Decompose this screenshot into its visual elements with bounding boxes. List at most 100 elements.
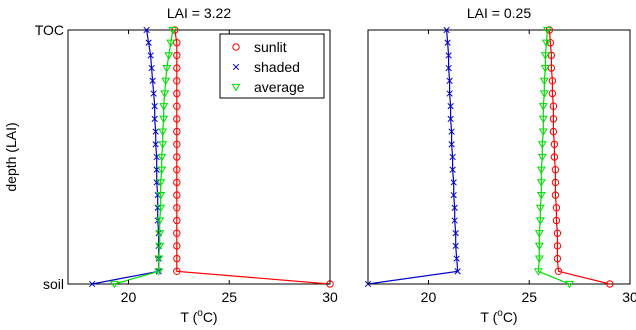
data-point-shaded	[454, 268, 461, 275]
x-tick-label: 20	[121, 289, 137, 305]
data-point-average	[538, 115, 548, 124]
data-point-average	[162, 65, 172, 73]
data-point-average	[156, 192, 166, 200]
data-point-shaded	[148, 64, 155, 72]
data-point-sunlit	[173, 242, 181, 250]
series-average	[533, 26, 575, 289]
data-point-shaded	[451, 204, 458, 211]
data-point-sunlit	[553, 242, 562, 250]
data-point-average	[538, 103, 548, 111]
data-point-shaded	[447, 103, 454, 110]
x-tick-label: 20	[421, 289, 437, 305]
data-point-sunlit	[173, 204, 181, 212]
data-point-sunlit	[173, 102, 181, 110]
series-line-sunlit	[174, 29, 331, 285]
data-point-sunlit	[173, 77, 181, 85]
legend-marker-shaded	[232, 63, 240, 71]
data-point-average	[155, 230, 165, 238]
data-point-average	[168, 26, 178, 35]
data-point-sunlit	[546, 39, 555, 47]
data-point-sunlit	[551, 191, 560, 199]
series-sunlit	[545, 26, 614, 288]
data-point-sunlit	[173, 153, 181, 161]
data-point-sunlit	[551, 166, 560, 174]
data-point-average	[535, 204, 545, 213]
data-point-average	[157, 153, 167, 162]
data-point-shaded	[145, 39, 152, 46]
data-point-shaded	[448, 141, 455, 148]
data-point-sunlit	[550, 140, 559, 149]
data-point-average	[536, 192, 546, 200]
data-point-average	[534, 230, 544, 238]
data-point-sunlit	[173, 229, 181, 237]
chart-title: LAI = 0.25	[467, 5, 531, 21]
x-axis-label: T (oC)	[480, 308, 517, 325]
data-point-shaded	[147, 52, 154, 59]
data-point-sunlit	[553, 254, 562, 263]
data-point-average	[533, 268, 543, 276]
data-point-average	[539, 77, 549, 86]
series-layer	[89, 26, 334, 289]
data-point-average	[161, 77, 171, 86]
data-point-shaded	[152, 128, 159, 135]
series-line-average	[537, 29, 570, 285]
data-point-sunlit	[173, 166, 181, 174]
data-point-sunlit	[173, 39, 181, 47]
data-point-sunlit	[173, 115, 181, 123]
x-axis-label: T (oC)	[180, 308, 217, 325]
data-point-average	[159, 103, 169, 111]
legend-label-average: average	[254, 79, 305, 95]
data-point-average	[155, 217, 165, 225]
data-point-shaded	[452, 230, 459, 237]
data-point-average	[540, 52, 550, 60]
data-point-shaded	[453, 255, 460, 262]
series-layer	[364, 26, 614, 289]
panel-lai-3-22: 20 25 30 LAI = 3.22 depth (LAI) T (oC) TOC…	[3, 5, 338, 325]
data-point-shaded	[151, 103, 158, 110]
data-point-sunlit	[549, 102, 558, 110]
data-point-shaded	[444, 39, 451, 46]
data-point-sunlit	[554, 267, 563, 275]
data-point-shaded	[446, 77, 453, 84]
data-point-average	[540, 65, 550, 73]
data-point-average	[536, 179, 546, 187]
panel-lai-0-25: 20 25 30 LAI = 0.25 T (oC)	[364, 5, 636, 325]
data-point-average	[534, 255, 544, 263]
data-point-average	[534, 242, 544, 251]
ticks-layer: 20 25 30	[68, 29, 338, 305]
x-tick-label: 30	[622, 289, 636, 305]
data-point-sunlit	[547, 51, 556, 60]
series-shaded	[89, 26, 162, 288]
data-point-sunlit	[548, 77, 557, 85]
data-point-average	[537, 153, 547, 162]
data-point-sunlit	[173, 216, 181, 225]
data-point-sunlit	[549, 127, 558, 136]
data-point-average	[109, 280, 119, 289]
data-point-shaded	[446, 90, 453, 97]
series-average	[109, 26, 178, 289]
series-shaded	[364, 26, 461, 288]
data-point-shaded	[449, 166, 456, 173]
data-point-sunlit	[173, 51, 181, 60]
plot-area-frame	[367, 29, 631, 285]
data-point-sunlit	[553, 229, 562, 237]
data-point-sunlit	[552, 204, 561, 212]
legend: sunlit shaded average	[219, 33, 325, 99]
data-point-sunlit	[552, 216, 561, 225]
series-line-sunlit	[548, 29, 610, 285]
data-point-sunlit	[173, 127, 181, 136]
ticks-layer: 20 25 30	[368, 29, 636, 305]
data-point-sunlit	[549, 115, 558, 123]
data-point-shaded	[143, 26, 150, 34]
data-point-sunlit	[173, 267, 181, 275]
legend-marker-average	[231, 83, 241, 92]
data-point-average	[542, 26, 552, 35]
data-point-average	[538, 128, 548, 136]
data-point-average	[158, 128, 168, 136]
data-point-sunlit	[606, 280, 614, 288]
data-point-sunlit	[171, 26, 179, 34]
y-tick-label-soil: soil	[43, 276, 64, 292]
data-point-shaded	[150, 90, 157, 97]
x-tick-label: 25	[521, 289, 537, 305]
data-point-average	[156, 179, 166, 187]
